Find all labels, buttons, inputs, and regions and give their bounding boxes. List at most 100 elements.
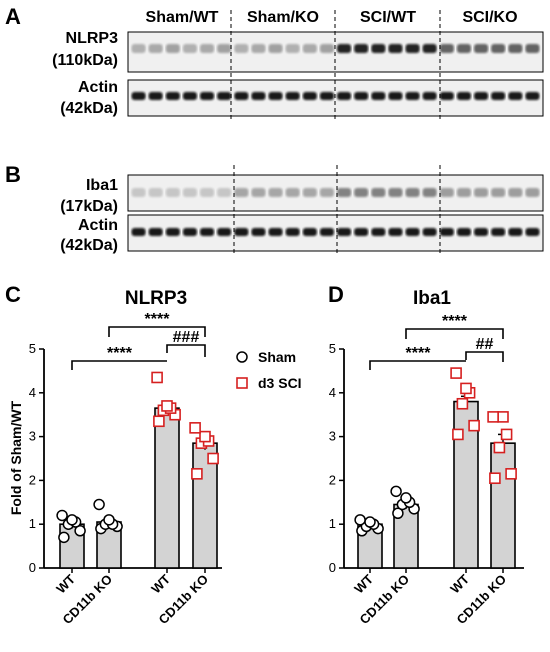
blot-band [388, 188, 403, 197]
blot-band [491, 44, 506, 53]
panel-letter-a: A [5, 4, 21, 29]
data-point [93, 498, 105, 511]
blot-band [217, 188, 232, 197]
y-tick-label: 3 [29, 429, 36, 444]
blot-band [268, 44, 283, 53]
blot-band [337, 44, 352, 53]
blot-band [302, 92, 317, 100]
blot-band [148, 92, 163, 100]
blot-b-target-strip [127, 174, 544, 212]
panel-letter-d: D [328, 282, 344, 307]
blot-band [319, 92, 334, 100]
x-tick-label: WT [351, 571, 376, 596]
blot-band [182, 44, 197, 53]
data-point [489, 472, 501, 485]
blot-band [508, 188, 523, 197]
blot-band [302, 228, 317, 236]
blot-band [388, 228, 403, 236]
blot-band [354, 228, 369, 236]
blot-band [491, 228, 506, 236]
data-point [189, 422, 201, 434]
blot-band [251, 228, 266, 236]
blot-band [439, 92, 454, 100]
blot-band [508, 44, 523, 53]
blot-band [508, 228, 523, 236]
panel-letter-c: C [5, 282, 21, 307]
panel-letter-b: B [5, 162, 21, 187]
blot-band [491, 188, 506, 197]
blot-band [200, 92, 215, 100]
data-point [500, 428, 513, 441]
blot-band [405, 92, 420, 100]
blot-band [422, 188, 437, 197]
legend-sci-label: d3 SCI [258, 375, 302, 391]
blot-band [525, 188, 540, 197]
blot-band [354, 44, 369, 53]
bar [154, 407, 180, 569]
group-header-2: Sham/KO [247, 9, 319, 26]
significance-label: ### [173, 329, 200, 346]
blot-band [525, 92, 540, 100]
blot-band [388, 44, 403, 53]
blot-band [474, 44, 489, 53]
data-point [58, 531, 70, 544]
data-point [66, 514, 78, 526]
data-point [497, 411, 509, 423]
blot-group-dividers [230, 10, 441, 256]
significance-label: **** [107, 345, 133, 362]
y-tick-label: 1 [329, 516, 336, 531]
blot-band [337, 188, 352, 197]
data-point [456, 397, 469, 410]
blot-band [474, 92, 489, 100]
data-point [56, 509, 68, 522]
blot-band [302, 188, 317, 197]
blot-band [319, 44, 334, 53]
data-point [74, 525, 86, 537]
bar [192, 442, 218, 569]
blot-band [354, 188, 369, 197]
significance-bracket [465, 351, 504, 362]
chart-nlrp3-ylabel: Fold of Sham/WT [8, 400, 24, 515]
blot-band [456, 188, 471, 197]
y-tick-label: 3 [329, 429, 336, 444]
blot-band [388, 92, 403, 100]
y-tick-label: 4 [29, 385, 36, 400]
blot-band [251, 44, 266, 53]
y-tick-label: 2 [29, 472, 36, 487]
blot-band [439, 188, 454, 197]
blot-band [217, 44, 232, 53]
blot-band [422, 92, 437, 100]
chart-iba1-title: Iba1 [413, 288, 451, 309]
y-tick-label: 0 [329, 560, 336, 575]
x-tick-label: WT [447, 571, 472, 596]
blot-band [234, 188, 249, 197]
y-tick-label: 1 [29, 516, 36, 531]
data-point [191, 468, 203, 480]
blot-band [251, 92, 266, 100]
blot-band [319, 188, 334, 197]
x-tick-label: WT [53, 571, 78, 596]
data-point [487, 411, 499, 423]
blot-band [405, 44, 420, 53]
blot-band [285, 188, 300, 197]
blot-b-loading-name: Actin [78, 217, 118, 234]
blot-band [285, 228, 300, 236]
significance-label: ## [476, 336, 494, 353]
data-point [161, 400, 173, 412]
blot-band [165, 188, 180, 197]
blot-band [251, 188, 266, 197]
group-header-4: SCI/KO [462, 9, 517, 26]
blot-band [131, 188, 146, 197]
x-tick-label: WT [148, 571, 173, 596]
blot-a-loading-name: Actin [78, 79, 118, 96]
data-point [450, 367, 462, 379]
data-point [505, 468, 517, 480]
y-tick-label: 5 [329, 341, 336, 356]
blot-band [165, 228, 180, 236]
blot-band [508, 92, 523, 100]
blot-band [182, 228, 197, 236]
blot-band [131, 92, 146, 100]
legend-sham-marker [236, 351, 248, 363]
